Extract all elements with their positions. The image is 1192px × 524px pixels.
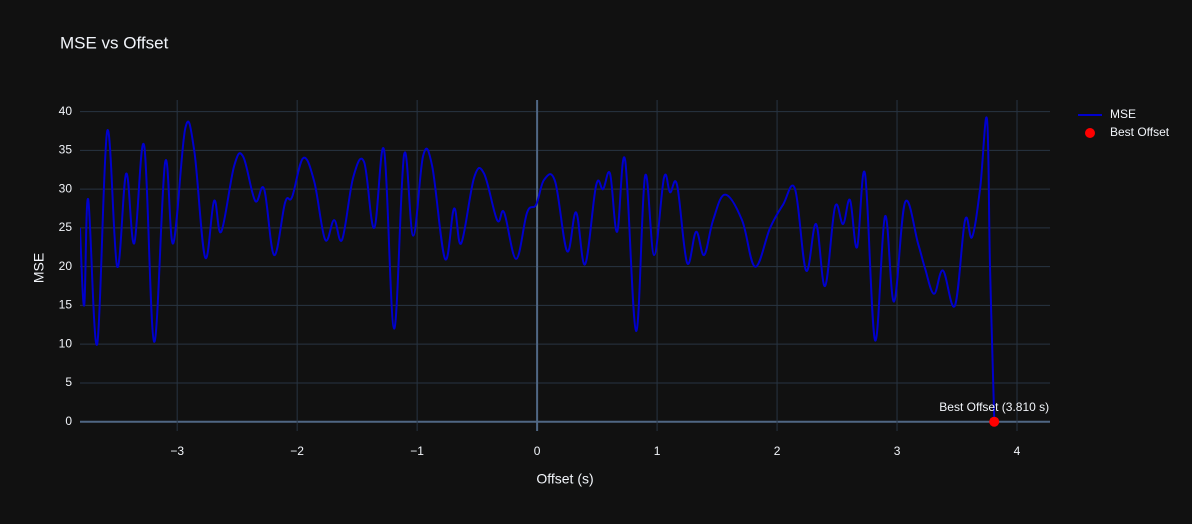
y-tick-label: 20 bbox=[59, 259, 73, 273]
x-tick-label: −3 bbox=[170, 444, 184, 458]
y-tick-label: 5 bbox=[65, 375, 72, 389]
y-tick-label: 0 bbox=[65, 414, 72, 428]
mse-line bbox=[80, 116, 996, 418]
x-tick-label: 2 bbox=[774, 444, 781, 458]
y-tick-label: 35 bbox=[59, 143, 73, 157]
best-offset-marker bbox=[989, 416, 1000, 427]
legend-label: MSE bbox=[1110, 107, 1136, 121]
x-tick-label: 1 bbox=[654, 444, 661, 458]
x-tick-label: 0 bbox=[534, 444, 541, 458]
x-tick-label: −2 bbox=[290, 444, 304, 458]
annotation: Best Offset (3.810 s) bbox=[939, 400, 1049, 414]
legend-label: Best Offset bbox=[1110, 125, 1170, 139]
grid bbox=[80, 100, 1050, 431]
y-tick-label: 15 bbox=[59, 298, 73, 312]
x-axis-title: Offset (s) bbox=[536, 471, 593, 487]
y-tick-label: 40 bbox=[59, 104, 73, 118]
y-axis-title: MSE bbox=[31, 253, 47, 283]
plot-area: Best Offset (3.810 s) bbox=[80, 116, 1049, 427]
y-tick-label: 25 bbox=[59, 220, 73, 234]
x-tick-label: 3 bbox=[894, 444, 901, 458]
legend-marker bbox=[1085, 128, 1095, 138]
x-tick-label: 4 bbox=[1014, 444, 1021, 458]
y-tick-label: 30 bbox=[59, 181, 73, 195]
legend: MSE Best Offset bbox=[1078, 107, 1170, 139]
x-tick-label: −1 bbox=[410, 444, 424, 458]
y-tick-label: 10 bbox=[59, 336, 73, 350]
chart-title: MSE vs Offset bbox=[60, 33, 169, 52]
